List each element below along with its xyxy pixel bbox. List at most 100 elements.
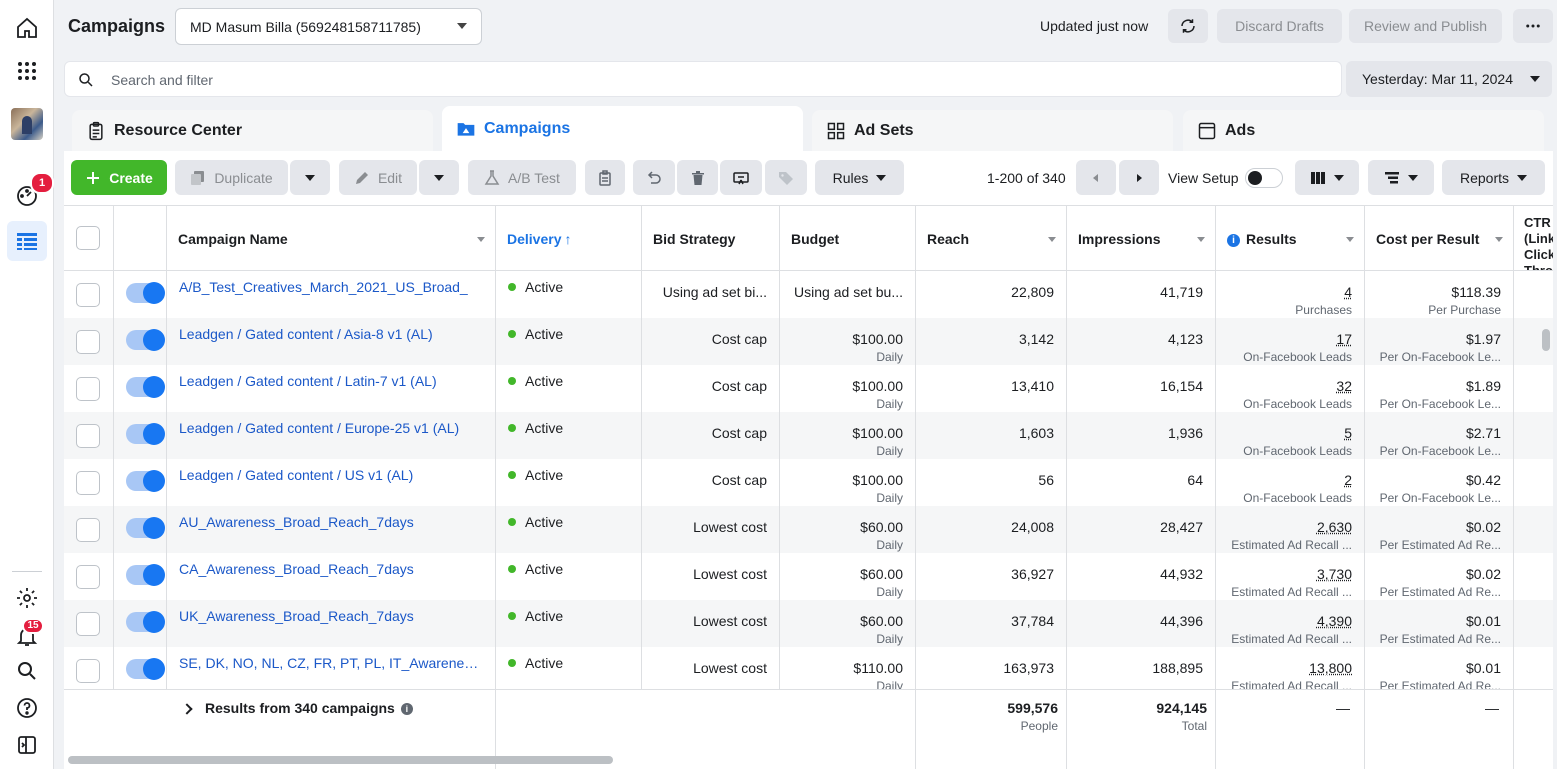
col-delivery[interactable]: Delivery ↑ xyxy=(496,206,642,270)
ab-test-button[interactable]: A/B Test xyxy=(468,160,576,195)
tab-campaigns[interactable]: Campaigns xyxy=(442,106,803,152)
view-setup-toggle[interactable] xyxy=(1245,168,1283,188)
chevron-right-icon[interactable] xyxy=(181,703,193,715)
table-row[interactable]: SE, DK, NO, NL, CZ, FR, PT, PL, IT_Aware… xyxy=(64,647,1553,694)
all-tools-icon[interactable] xyxy=(7,51,47,91)
help-icon[interactable] xyxy=(7,688,47,728)
review-publish-button[interactable]: Review and Publish xyxy=(1349,9,1502,43)
more-options-button[interactable] xyxy=(1513,9,1553,43)
clipboard-button[interactable] xyxy=(585,160,625,195)
campaign-name-link[interactable]: CA_Awareness_Broad_Reach_7days xyxy=(179,561,414,577)
table-row[interactable]: UK_Awareness_Broad_Reach_7days Active Lo… xyxy=(64,600,1553,647)
table-row[interactable]: Leadgen / Gated content / Asia-8 v1 (AL)… xyxy=(64,318,1553,365)
results-value[interactable]: 3,730 xyxy=(1316,566,1352,582)
tab-ads[interactable]: Ads xyxy=(1183,110,1544,152)
col-bid-strategy[interactable]: Bid Strategy xyxy=(642,206,780,270)
preview-button[interactable] xyxy=(720,160,762,195)
campaign-on-toggle[interactable] xyxy=(126,423,165,445)
row-checkbox[interactable] xyxy=(76,612,100,636)
search-bar[interactable]: Search and filter xyxy=(64,61,1342,97)
home-icon[interactable] xyxy=(7,8,47,48)
refresh-button[interactable] xyxy=(1168,9,1208,43)
prev-page-button[interactable] xyxy=(1076,160,1116,195)
row-checkbox[interactable] xyxy=(76,283,100,307)
collapse-panel-icon[interactable] xyxy=(7,725,47,765)
campaign-name-link[interactable]: Leadgen / Gated content / Europe-25 v1 (… xyxy=(179,420,460,436)
undo-button[interactable] xyxy=(633,160,675,195)
campaign-on-toggle[interactable] xyxy=(126,329,165,351)
breakdown-button[interactable] xyxy=(1368,160,1434,195)
table-row[interactable]: CA_Awareness_Broad_Reach_7days Active Lo… xyxy=(64,553,1553,600)
date-range-picker[interactable]: Yesterday: Mar 11, 2024 xyxy=(1346,61,1552,97)
results-value[interactable]: 2 xyxy=(1344,472,1352,488)
row-checkbox[interactable] xyxy=(76,377,100,401)
edit-dropdown[interactable] xyxy=(419,160,459,195)
col-cost-per-result[interactable]: Cost per Result xyxy=(1365,206,1514,270)
campaign-name-link[interactable]: SE, DK, NO, NL, CZ, FR, PT, PL, IT_Aware… xyxy=(179,655,483,671)
campaign-on-toggle[interactable] xyxy=(126,611,165,633)
row-checkbox[interactable] xyxy=(76,565,100,589)
campaign-name-link[interactable]: AU_Awareness_Broad_Reach_7days xyxy=(179,514,414,530)
horizontal-scrollbar[interactable] xyxy=(68,756,613,764)
create-button[interactable]: Create xyxy=(71,160,167,195)
row-checkbox[interactable] xyxy=(76,330,100,354)
campaign-on-toggle[interactable] xyxy=(126,564,165,586)
col-reach[interactable]: Reach xyxy=(916,206,1067,270)
results-value[interactable]: 13,800 xyxy=(1309,660,1352,676)
tab-resource-center[interactable]: Resource Center xyxy=(72,110,433,152)
results-value[interactable]: 32 xyxy=(1336,378,1352,394)
campaign-name-link[interactable]: Leadgen / Gated content / US v1 (AL) xyxy=(179,467,414,483)
search-icon[interactable] xyxy=(7,651,47,691)
row-checkbox[interactable] xyxy=(76,471,100,495)
next-page-button[interactable] xyxy=(1119,160,1159,195)
totals-reach: 599,576 People xyxy=(916,690,1067,769)
col-impressions[interactable]: Impressions xyxy=(1067,206,1216,270)
ads-manager-icon[interactable] xyxy=(7,221,47,261)
results-value[interactable]: 4 xyxy=(1344,284,1352,300)
table-row[interactable]: Leadgen / Gated content / Europe-25 v1 (… xyxy=(64,412,1553,459)
chevron-down-icon xyxy=(876,174,887,181)
performance-icon[interactable] xyxy=(7,176,47,216)
impressions-cell: 44,396 xyxy=(1067,600,1216,647)
tag-button[interactable] xyxy=(765,160,807,195)
table-row[interactable]: A/B_Test_Creatives_March_2021_US_Broad_ … xyxy=(64,271,1553,318)
delete-button[interactable] xyxy=(677,160,718,195)
campaign-name-link[interactable]: UK_Awareness_Broad_Reach_7days xyxy=(179,608,414,624)
row-checkbox[interactable] xyxy=(76,424,100,448)
duplicate-button[interactable]: Duplicate xyxy=(175,160,288,195)
results-value[interactable]: 4,390 xyxy=(1316,613,1352,629)
campaign-on-toggle[interactable] xyxy=(126,376,165,398)
col-results[interactable]: i Results xyxy=(1216,206,1365,270)
rules-button[interactable]: Rules xyxy=(815,160,904,195)
reports-button[interactable]: Reports xyxy=(1442,160,1545,195)
table-row[interactable]: Leadgen / Gated content / US v1 (AL) Act… xyxy=(64,459,1553,506)
col-budget[interactable]: Budget xyxy=(780,206,916,270)
account-selector[interactable]: MD Masum Billa (569248158711785) xyxy=(175,8,482,45)
table-row[interactable]: AU_Awareness_Broad_Reach_7days Active Lo… xyxy=(64,506,1553,553)
edit-button[interactable]: Edit xyxy=(339,160,417,195)
campaign-name-link[interactable]: Leadgen / Gated content / Asia-8 v1 (AL) xyxy=(179,326,433,342)
duplicate-dropdown[interactable] xyxy=(290,160,330,195)
discard-drafts-button[interactable]: Discard Drafts xyxy=(1217,9,1342,43)
campaign-name-link[interactable]: A/B_Test_Creatives_March_2021_US_Broad_ xyxy=(179,279,468,295)
vertical-scrollbar[interactable] xyxy=(1542,329,1550,351)
table-row[interactable]: Leadgen / Gated content / Latin-7 v1 (AL… xyxy=(64,365,1553,412)
row-checkbox[interactable] xyxy=(76,518,100,542)
results-value[interactable]: 2,630 xyxy=(1316,519,1352,535)
account-avatar[interactable] xyxy=(11,108,43,140)
campaign-on-toggle[interactable] xyxy=(126,517,165,539)
results-value[interactable]: 17 xyxy=(1336,331,1352,347)
results-value[interactable]: 5 xyxy=(1344,425,1352,441)
campaign-on-toggle[interactable] xyxy=(126,282,165,304)
col-campaign-name[interactable]: Campaign Name xyxy=(167,206,496,270)
columns-button[interactable] xyxy=(1295,160,1359,195)
campaign-on-toggle[interactable] xyxy=(126,470,165,492)
select-all-checkbox[interactable] xyxy=(76,226,100,250)
settings-icon[interactable] xyxy=(7,578,47,618)
search-input[interactable]: Search and filter xyxy=(111,72,213,88)
campaign-on-toggle[interactable] xyxy=(126,658,165,680)
campaign-name-link[interactable]: Leadgen / Gated content / Latin-7 v1 (AL… xyxy=(179,373,437,389)
col-ctr[interactable]: CTR (Link Click-Through Rate) xyxy=(1514,206,1553,270)
row-checkbox[interactable] xyxy=(76,659,100,683)
tab-ad-sets[interactable]: Ad Sets xyxy=(812,110,1173,152)
